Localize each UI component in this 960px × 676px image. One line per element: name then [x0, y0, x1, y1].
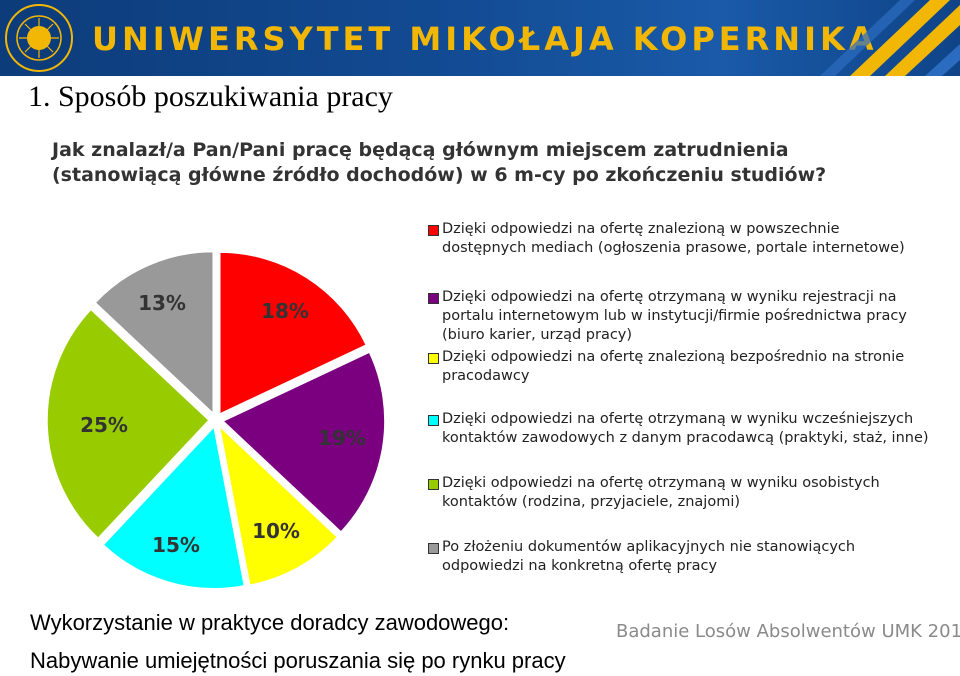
question-line-2: (stanowiącą główne źródło dochodów) w 6 … [52, 164, 827, 186]
pie-slice [94, 250, 214, 416]
legend-swatch [428, 479, 439, 490]
university-seal-icon [5, 4, 73, 72]
pie-slice [221, 351, 386, 534]
legend-swatch [428, 353, 439, 364]
legend-swatch [428, 293, 439, 304]
legend-item: Dzięki odpowiedzi na ofertę znalezioną w… [428, 220, 905, 258]
header-banner: UNIWERSYTET MIKOŁAJA KOPERNIKA [0, 0, 960, 76]
legend-label-line: kontaktów zawodowych z danym pracodawcą … [442, 430, 929, 446]
legend-label-line: pracodawcy [442, 368, 530, 384]
legend-label-line: Dzięki odpowiedzi na ofertę otrzymaną w … [442, 289, 897, 305]
pie-slice [219, 251, 368, 416]
slice-value-label: 15% [152, 533, 200, 557]
slide-title: 1. Sposób poszukiwania pracy [28, 80, 393, 113]
question-line-1: Jak znalazł/a Pan/Pani pracę będącą głów… [52, 139, 789, 161]
slice-value-label: 18% [261, 299, 309, 323]
legend-label-line: Dzięki odpowiedzi na ofertę znalezioną b… [442, 349, 905, 365]
slice-value-label: 19% [318, 426, 366, 450]
legend-label-line: kontaktów (rodzina, przyjaciele, znajomi… [442, 494, 741, 510]
slice-value-label: 25% [80, 413, 128, 437]
legend-item: Dzięki odpowiedzi na ofertę znalezioną b… [428, 348, 904, 386]
legend-swatch [428, 415, 439, 426]
pie-slice [102, 425, 246, 590]
university-name: UNIWERSYTET MIKOŁAJA KOPERNIKA [92, 20, 878, 58]
legend-item: Dzięki odpowiedzi na ofertę otrzymaną w … [428, 288, 907, 345]
legend-item: Dzięki odpowiedzi na ofertę otrzymaną w … [428, 474, 880, 512]
bottom-text-1: Wykorzystanie w praktyce doradcy zawodow… [30, 610, 510, 635]
legend-swatch [428, 543, 439, 554]
legend-label-line: Po złożeniu dokumentów aplikacyjnych nie… [442, 539, 856, 555]
legend-label-line: Dzięki odpowiedzi na ofertę otrzymaną w … [442, 475, 880, 491]
chart-question: Jak znalazł/a Pan/Pani pracę będącą głów… [52, 138, 826, 188]
legend-label-line: dostępnych mediach (ogłoszenia prasowe, … [442, 240, 905, 256]
slice-value-label: 10% [252, 519, 300, 543]
source-note: Badanie Losów Absolwentów UMK 2010 [616, 621, 960, 642]
legend-label-line: (biuro karier, urząd pracy) [442, 327, 633, 343]
bottom-text-2: Nabywanie umiejętności poruszania się po… [30, 648, 566, 673]
slice-value-label: 13% [138, 291, 186, 315]
legend-label-line: portalu internetowym lub w instytucji/fi… [442, 308, 907, 324]
pie-slice [218, 424, 339, 587]
legend-label-line: Dzięki odpowiedzi na ofertę otrzymaną w … [442, 411, 914, 427]
banner-decoration [820, 0, 960, 76]
legend-item: Dzięki odpowiedzi na ofertę otrzymaną w … [428, 410, 929, 448]
legend-label-line: Dzięki odpowiedzi na ofertę znalezioną w… [442, 221, 840, 237]
legend-label-line: odpowiedzi na konkretną ofertę pracy [442, 558, 718, 574]
pie-slice [46, 308, 211, 540]
legend-item: Po złożeniu dokumentów aplikacyjnych nie… [428, 538, 855, 576]
legend-swatch [428, 225, 439, 236]
